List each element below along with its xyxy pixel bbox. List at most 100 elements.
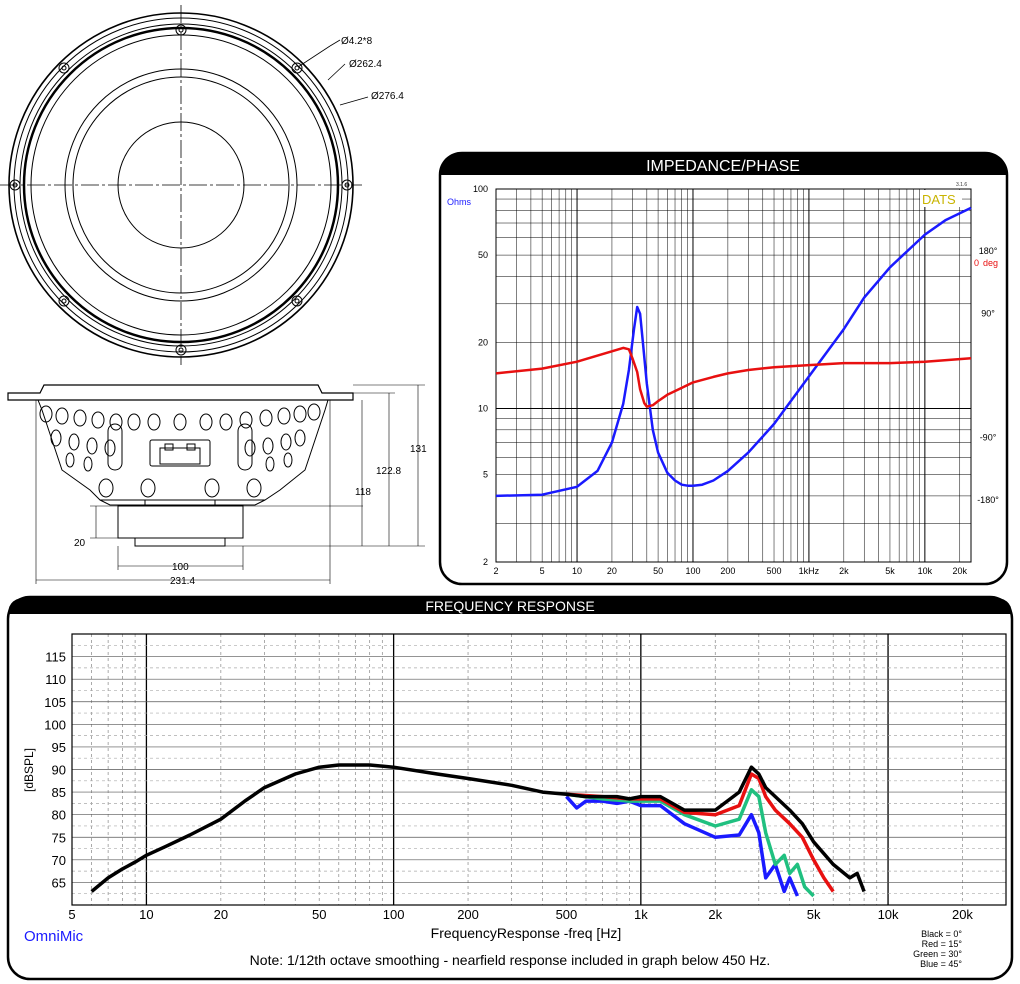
mount-hole <box>341 179 353 191</box>
frame-vent <box>265 456 275 472</box>
mount-hole-inner <box>294 298 300 304</box>
frame-vent <box>68 433 80 451</box>
fr-series-line <box>565 795 800 897</box>
fr-series-line <box>90 763 866 893</box>
mount-hole <box>9 179 21 191</box>
impedance-x-tick-label: 50 <box>653 566 663 576</box>
fr-legend-entry: Green = 30° <box>913 949 962 959</box>
ohms-unit-label: Ohms <box>447 197 472 207</box>
frame-slot <box>237 423 253 471</box>
omnimic-logo: OmniMic <box>24 928 84 945</box>
fr-series-line <box>566 788 815 898</box>
frame-vent <box>91 411 105 429</box>
fr-title-bar <box>8 597 1012 614</box>
phase-tick-label: -180° <box>977 495 999 505</box>
fr-x-tick-label: 5 <box>68 907 75 922</box>
impedance-x-tick-label: 5 <box>540 566 545 576</box>
mount-hole-inner <box>178 347 184 353</box>
fr-plot-area <box>71 633 1007 906</box>
frame-vent <box>277 407 291 425</box>
frame-vent <box>239 411 253 429</box>
frame-vent <box>199 413 213 431</box>
fr-y-tick-label: 90 <box>52 763 66 778</box>
impedance-plot-area <box>495 188 972 563</box>
frame-vent <box>39 405 53 423</box>
impedance-title-bar <box>440 153 1007 175</box>
impedance-x-tick-label: 10k <box>918 566 933 576</box>
impedance-title: IMPEDANCE/PHASE <box>646 158 800 175</box>
hole-dim-label: Ø4.2*8 <box>341 36 373 47</box>
bolt-circle-dim-label: Ø262.4 <box>349 59 382 70</box>
fr-y-tick-label: 110 <box>45 672 66 687</box>
fr-y-tick-label: 75 <box>52 830 66 845</box>
frame-vent <box>262 437 274 455</box>
impedance-y-tick-label: 2 <box>483 557 488 567</box>
mount-hole-inner <box>178 27 184 33</box>
fr-note: Note: 1/12th octave smoothing - nearfiel… <box>250 952 771 968</box>
phase-tick-label: 0 <box>974 258 979 268</box>
frame-vent <box>244 439 256 457</box>
frame-slot <box>107 423 123 471</box>
mount-hole <box>291 295 303 307</box>
frame-vent <box>73 409 87 427</box>
outer-dim-label: Ø276.4 <box>371 91 404 102</box>
frame-vent <box>104 439 116 457</box>
impedance-x-tick-label: 200 <box>720 566 735 576</box>
deg-unit-label: deg <box>983 258 998 268</box>
magnet-height-dim: 20 <box>74 538 86 549</box>
impedance-y-tick-label: 10 <box>478 404 488 414</box>
fr-legend: Black = 0°Red = 15°Green = 30°Blue = 45° <box>913 929 962 969</box>
phase-tick-label: 180° <box>979 246 998 256</box>
mount-hole-inner <box>61 65 67 71</box>
dats-version: 3.1.6 <box>956 182 967 188</box>
mount-hole-inner <box>294 65 300 71</box>
fr-x-tick-label: 50 <box>312 907 326 922</box>
mount-hole <box>58 62 70 74</box>
fr-x-tick-label: 20k <box>952 907 973 922</box>
mount-hole <box>175 344 187 356</box>
fr-y-tick-label: 65 <box>52 875 66 890</box>
impedance-series-magnitude <box>495 206 972 498</box>
speaker-side-view-drawing <box>7 384 425 584</box>
fr-y-tick-label: 100 <box>44 717 66 732</box>
frame-dia-dim: 231.4 <box>170 576 195 587</box>
impedance-x-tick-label: 2 <box>493 566 498 576</box>
frame-vent <box>246 478 262 498</box>
fr-ylabel: [dBSPL] <box>22 748 36 792</box>
fr-x-tick-label: 100 <box>383 907 405 922</box>
fr-panel-frame <box>6 595 1014 981</box>
frame-vent <box>83 456 93 472</box>
total-height-dim: 131 <box>410 444 427 455</box>
mount-hole-inner <box>61 298 67 304</box>
impedance-grid <box>495 189 971 563</box>
frame-vent <box>147 413 161 431</box>
frame-vent <box>50 429 62 447</box>
fr-y-tick-label: 115 <box>45 650 66 665</box>
fr-y-tick-label: 105 <box>44 695 66 710</box>
frame-vent <box>293 405 307 423</box>
frame-vent <box>127 413 141 431</box>
frame-vent <box>283 452 293 468</box>
fr-x-tick-label: 500 <box>556 907 578 922</box>
mount-hole-inner <box>12 182 18 188</box>
fr-y-tick-label: 80 <box>52 808 66 823</box>
frame-vent <box>86 437 98 455</box>
frame-vent <box>55 407 69 425</box>
impedance-x-tick-label: 1kHz <box>799 566 820 576</box>
mount-hole-inner <box>344 182 350 188</box>
frame-vent <box>65 452 75 468</box>
impedance-y-tick-label: 5 <box>483 470 488 480</box>
fr-x-tick-label: 10 <box>139 907 153 922</box>
impedance-y-tick-label: 50 <box>478 250 488 260</box>
impedance-y-tick-label: 100 <box>473 184 488 194</box>
impedance-x-tick-label: 2k <box>839 566 849 576</box>
fr-x-tick-label: 1k <box>634 907 648 922</box>
fr-x-tick-label: 200 <box>457 907 479 922</box>
fr-y-tick-label: 70 <box>52 853 66 868</box>
frame-vent <box>280 433 292 451</box>
impedance-series-phase <box>495 346 972 408</box>
fr-legend-entry: Blue = 45° <box>920 959 962 969</box>
phase-tick-label: -90° <box>980 433 997 443</box>
frame-height-dim: 122.8 <box>376 466 401 477</box>
